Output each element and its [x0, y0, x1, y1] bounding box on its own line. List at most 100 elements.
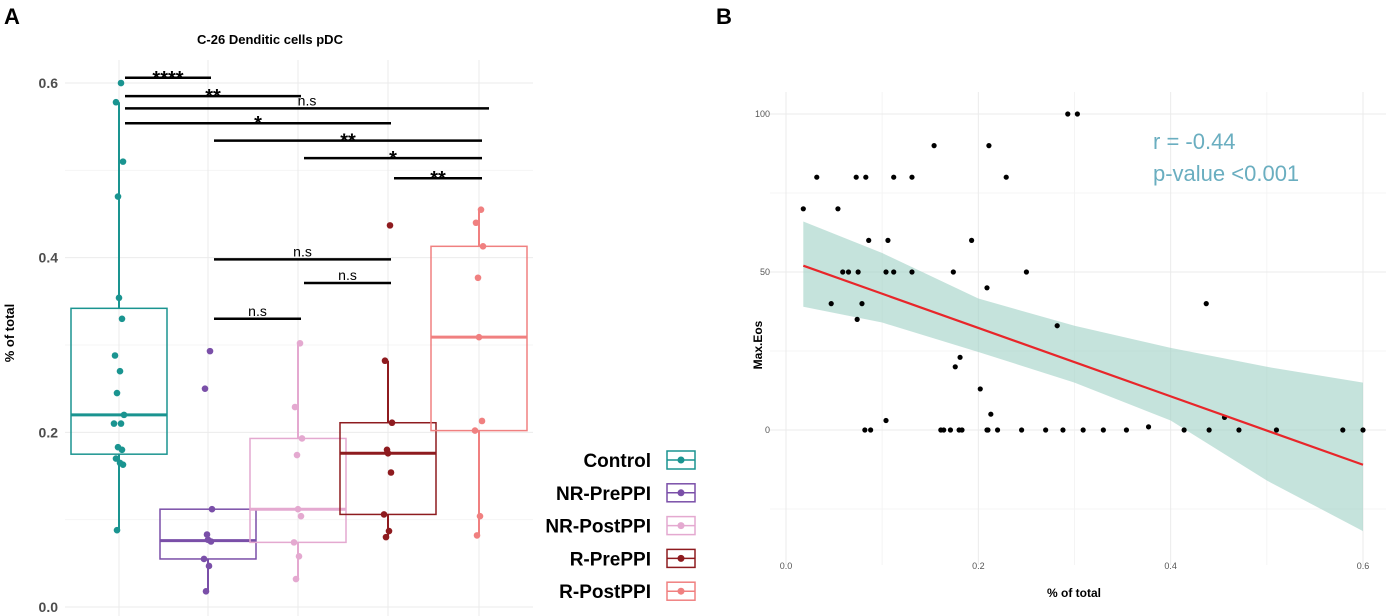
data-point [1023, 269, 1030, 275]
data-point [298, 435, 306, 442]
data-point [950, 269, 956, 275]
data-point [476, 512, 484, 520]
data-point [203, 531, 211, 538]
panel-b-x-label: % of total [1047, 586, 1101, 600]
y-tick-label: 0.4 [39, 250, 59, 266]
data-point [853, 174, 859, 180]
data-point [295, 553, 303, 560]
data-point [120, 411, 128, 419]
legend-label-nr-preppi: NR-PrePPI [556, 484, 651, 505]
panel-a-label: A [4, 4, 20, 29]
correlation-p-value: p-value <0.001 [1153, 161, 1299, 186]
y-tick-label: 0 [765, 425, 770, 435]
significance-label: n.s [293, 243, 312, 259]
panel-a-y-label: % of total [2, 304, 17, 363]
data-point [863, 174, 869, 180]
data-point [885, 237, 891, 243]
data-point [112, 98, 120, 106]
data-point [202, 587, 210, 595]
data-point [866, 237, 872, 243]
data-point [891, 174, 897, 180]
panel-a-boxplot: C-26 Denditic cells pDC % of total 0.0 0.… [2, 32, 696, 616]
data-point [868, 427, 874, 433]
box-nr-postppi [249, 339, 347, 583]
data-point [477, 206, 485, 213]
data-point [985, 427, 991, 433]
significance-label: n.s [298, 92, 317, 108]
data-point [118, 315, 126, 323]
data-point [1360, 427, 1366, 433]
data-point [113, 526, 121, 534]
data-point [1060, 427, 1066, 433]
data-point [386, 222, 394, 229]
significance-label: ** [340, 131, 356, 153]
data-point [290, 539, 298, 546]
data-point [845, 269, 852, 275]
data-point [883, 417, 889, 424]
box-r-postppi [430, 206, 528, 539]
data-point [855, 269, 861, 275]
data-point [977, 386, 983, 392]
data-point [909, 269, 915, 275]
data-point [380, 511, 388, 518]
data-point [200, 555, 208, 563]
box-iqr [70, 307, 168, 455]
data-point [382, 533, 390, 541]
data-point [909, 174, 915, 180]
data-point [388, 419, 396, 427]
box-iqr [339, 421, 437, 516]
data-point [1080, 427, 1086, 433]
data-point [296, 339, 304, 347]
box-iqr [159, 508, 257, 560]
legend-key-point [677, 587, 685, 595]
data-point [931, 143, 937, 149]
data-point [384, 449, 392, 457]
x-tick-label: 0.2 [972, 561, 985, 571]
y-tick-label: 0.0 [39, 599, 59, 615]
data-point [119, 461, 127, 468]
panel-b-y-label: Max.Eos [751, 320, 765, 369]
significance-label: **** [152, 68, 183, 90]
data-point [1065, 111, 1071, 117]
data-point [814, 174, 820, 180]
panel-b-scatter: % of total Max.Eos r = -0.44 p-value <0.… [751, 92, 1386, 600]
data-point [478, 417, 486, 425]
data-point [207, 538, 215, 545]
data-point [1206, 427, 1212, 433]
data-point [119, 158, 127, 165]
x-tick-label: 0.6 [1357, 561, 1370, 571]
y-tick-label: 50 [760, 267, 770, 277]
data-point [800, 206, 806, 212]
data-point [941, 427, 947, 433]
data-point [1003, 174, 1009, 180]
data-point [472, 219, 480, 227]
panel-a-title: C-26 Denditic cells pDC [197, 32, 344, 47]
data-point [292, 575, 300, 583]
regression-line [802, 264, 1364, 466]
data-point [835, 206, 841, 212]
data-point [381, 357, 389, 365]
data-point [1123, 427, 1130, 433]
y-tick-label: 100 [755, 109, 770, 119]
data-point [110, 420, 118, 427]
data-point [297, 512, 305, 520]
data-point [862, 427, 868, 433]
data-point [1203, 301, 1209, 307]
data-point [1273, 427, 1280, 433]
x-tick-label: 0.4 [1164, 561, 1177, 571]
panel-b-label: B [716, 4, 732, 29]
data-point [111, 352, 119, 359]
data-point [1100, 427, 1106, 433]
box-iqr [249, 437, 347, 544]
data-point [986, 143, 992, 149]
data-point [1340, 427, 1346, 433]
data-point [1236, 427, 1242, 433]
data-point [116, 367, 124, 375]
data-point [114, 193, 122, 200]
data-point [117, 79, 125, 87]
legend-label-r-postppi: R-PostPPI [559, 582, 651, 603]
data-point [969, 237, 975, 243]
data-point [208, 505, 216, 513]
confidence-band [803, 221, 1363, 532]
